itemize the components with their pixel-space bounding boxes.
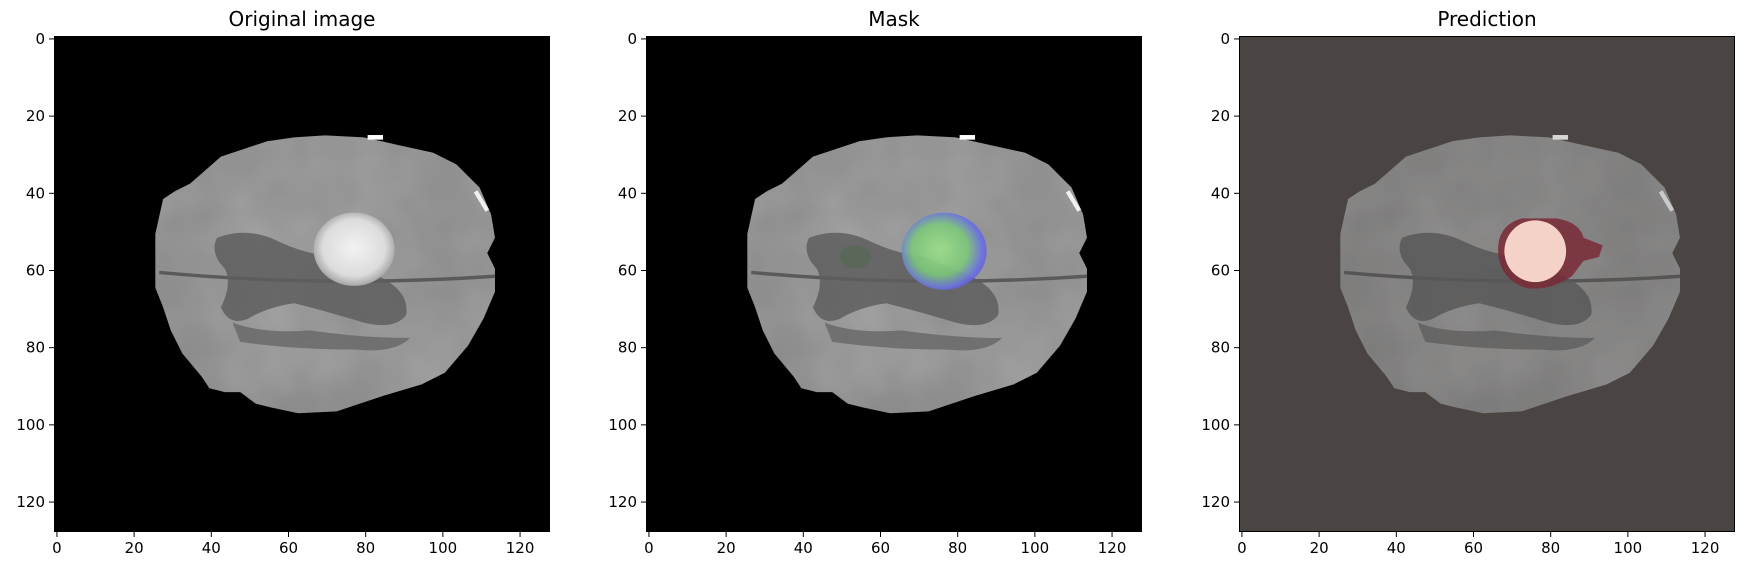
x-tick-label: 40 bbox=[202, 539, 221, 557]
panel-title: Mask bbox=[868, 7, 920, 31]
x-tick-label: 120 bbox=[1098, 539, 1127, 557]
y-tick-label: 60 bbox=[1211, 261, 1230, 279]
axes-frame bbox=[646, 36, 1142, 532]
y-tick-label: 60 bbox=[618, 261, 637, 279]
x-tick-label: 60 bbox=[1464, 539, 1483, 557]
axes-frame bbox=[1239, 36, 1735, 532]
tumor-region bbox=[313, 212, 395, 286]
y-tick-label: 120 bbox=[1201, 493, 1230, 511]
mask-overlay-small bbox=[839, 245, 871, 269]
y-tick-label: 40 bbox=[1211, 184, 1230, 202]
x-tick-label: 20 bbox=[717, 539, 736, 557]
y-tick-label: 20 bbox=[618, 107, 637, 125]
y-tick-label: 0 bbox=[1220, 30, 1230, 48]
axes-frame bbox=[54, 36, 550, 532]
x-tick-label: 60 bbox=[279, 539, 298, 557]
panel-original: Original image 0 20 40 60 80 100 120 0 20 40 60 80 10… bbox=[16, 7, 550, 557]
x-tick-label: 100 bbox=[429, 539, 458, 557]
panel-title: Prediction bbox=[1437, 7, 1536, 31]
x-tick-label: 80 bbox=[948, 539, 967, 557]
y-tick-label: 20 bbox=[26, 107, 45, 125]
x-tick-label: 100 bbox=[1021, 539, 1050, 557]
y-tick-label: 0 bbox=[35, 30, 45, 48]
brain-slice-image bbox=[747, 135, 1087, 413]
panel-title: Original image bbox=[229, 7, 376, 31]
x-tick-label: 80 bbox=[1541, 539, 1560, 557]
panel-prediction: Prediction 0 20 40 60 80 100 120 0 20 40 60 80 100 120 bbox=[1201, 7, 1735, 557]
y-tick-label: 60 bbox=[26, 261, 45, 279]
x-tick-label: 0 bbox=[1237, 539, 1247, 557]
x-tick-label: 20 bbox=[125, 539, 144, 557]
x-tick-label: 0 bbox=[644, 539, 654, 557]
x-tick-label: 100 bbox=[1614, 539, 1643, 557]
brain-slice-image bbox=[1340, 135, 1680, 413]
x-tick-label: 80 bbox=[356, 539, 375, 557]
y-tick-label: 0 bbox=[627, 30, 637, 48]
x-tick-label: 120 bbox=[1691, 539, 1720, 557]
panel-mask: Mask 0 20 40 60 80 100 120 0 20 40 60 80 100 120 bbox=[608, 7, 1142, 557]
x-tick-label: 20 bbox=[1310, 539, 1329, 557]
brain-slice-image bbox=[155, 135, 495, 413]
y-tick-label: 40 bbox=[618, 184, 637, 202]
y-tick-label: 120 bbox=[608, 493, 637, 511]
y-tick-label: 120 bbox=[16, 493, 45, 511]
y-tick-label: 40 bbox=[26, 184, 45, 202]
y-tick-label: 80 bbox=[618, 339, 637, 357]
x-tick-label: 40 bbox=[794, 539, 813, 557]
mask-overlay bbox=[901, 212, 987, 290]
y-tick-label: 80 bbox=[1211, 339, 1230, 357]
y-tick-label: 20 bbox=[1211, 107, 1230, 125]
y-tick-label: 80 bbox=[26, 339, 45, 357]
y-tick-label: 100 bbox=[608, 416, 637, 434]
prediction-overlay bbox=[1504, 220, 1567, 283]
x-tick-label: 40 bbox=[1387, 539, 1406, 557]
x-tick-label: 60 bbox=[871, 539, 890, 557]
x-tick-label: 120 bbox=[506, 539, 535, 557]
y-tick-label: 100 bbox=[16, 416, 45, 434]
x-tick-label: 0 bbox=[52, 539, 62, 557]
y-tick-label: 100 bbox=[1201, 416, 1230, 434]
